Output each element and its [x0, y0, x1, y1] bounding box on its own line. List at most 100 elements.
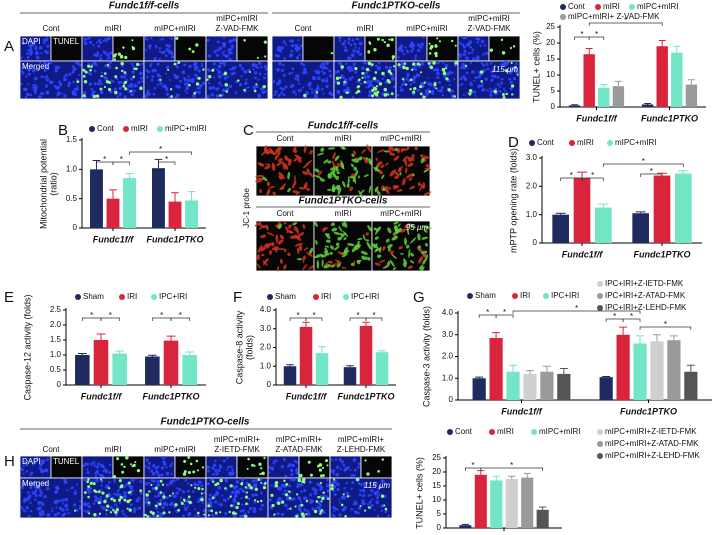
nucleus — [36, 507, 40, 511]
nucleus — [169, 479, 174, 484]
nucleus — [310, 88, 314, 91]
bar — [612, 86, 625, 107]
nucleus — [33, 76, 38, 81]
nucleus — [44, 481, 48, 484]
error-bar — [125, 172, 134, 179]
cell — [393, 155, 400, 161]
cell — [383, 150, 390, 153]
cell — [294, 234, 302, 241]
nucleus — [92, 502, 96, 506]
tunel-spot — [317, 464, 320, 468]
tunel-spot — [397, 63, 401, 67]
bar — [568, 105, 581, 107]
condition-label: Cont — [43, 24, 61, 33]
error-bar — [362, 321, 370, 326]
nucleus — [476, 55, 480, 60]
nucleus — [295, 74, 299, 78]
nucleus — [290, 472, 294, 476]
nucleus — [170, 55, 175, 59]
nucleus — [156, 479, 159, 483]
nucleus — [169, 503, 173, 507]
tunel-spot — [319, 481, 322, 485]
nucleus — [165, 471, 170, 476]
nucleus — [367, 494, 371, 497]
nucleus — [441, 94, 445, 97]
legend-marker — [529, 140, 535, 146]
cell — [271, 162, 276, 172]
nucleus — [272, 80, 276, 84]
tunel-spot — [235, 505, 239, 510]
nucleus — [71, 70, 75, 74]
nucleus — [290, 468, 294, 472]
y-tick-label: 2.0 — [260, 343, 272, 352]
nucleus — [336, 465, 339, 469]
x-tick-label: Fundc1PTKO — [641, 113, 698, 123]
nucleus — [309, 493, 313, 497]
nucleus — [426, 77, 429, 80]
nucleus — [139, 71, 143, 75]
tunel-spot — [200, 492, 203, 495]
tunel-spot — [237, 79, 240, 82]
tunel-spot — [354, 67, 358, 71]
cell — [338, 225, 343, 233]
tunel-spot — [113, 475, 116, 478]
nucleus — [46, 458, 50, 462]
nucleus — [158, 515, 161, 518]
tunel-spot — [438, 40, 442, 43]
nucleus — [469, 82, 474, 87]
tunel-spot — [370, 63, 374, 66]
tunel-spot — [192, 470, 196, 474]
nucleus — [194, 508, 197, 511]
nucleus — [217, 87, 220, 90]
cell — [272, 191, 276, 196]
significance-star: * — [90, 311, 93, 320]
tunel-spot — [270, 493, 274, 497]
nucleus — [118, 86, 122, 89]
nucleus — [319, 504, 322, 507]
nucleus — [35, 485, 40, 490]
nucleus — [217, 485, 222, 490]
cell — [351, 158, 359, 163]
nucleus — [222, 42, 226, 46]
nucleus — [248, 506, 253, 511]
nucleus — [221, 494, 224, 497]
x-tick-label: Fundc1f/f — [562, 249, 603, 259]
cell — [394, 175, 400, 179]
nucleus — [55, 506, 58, 509]
cell — [303, 181, 308, 188]
significance-bracket — [112, 161, 130, 165]
cell — [351, 153, 355, 157]
nucleus — [228, 57, 232, 61]
nucleus — [184, 478, 188, 482]
nucleus — [283, 489, 287, 493]
nucleus — [277, 81, 280, 85]
nucleus — [383, 482, 387, 485]
panel-letter: G — [413, 289, 425, 306]
nucleus — [500, 81, 504, 85]
tunel-spot — [294, 505, 297, 508]
nucleus — [64, 497, 69, 502]
cell — [278, 175, 282, 181]
significance-star: * — [103, 155, 106, 164]
nucleus — [95, 41, 99, 44]
tunel-spot — [109, 511, 113, 514]
nucleus — [407, 79, 411, 83]
nucleus — [97, 44, 101, 48]
tunel-spot — [359, 504, 362, 508]
legend-marker — [267, 294, 273, 300]
nucleus — [198, 499, 201, 503]
nucleus — [348, 68, 352, 73]
cell — [315, 240, 318, 245]
cell — [353, 177, 357, 184]
legend-label: mIPC+mIRI+ Z-VAD-FMK — [568, 12, 660, 21]
micrograph — [329, 455, 362, 479]
nucleus — [220, 84, 224, 87]
nucleus — [294, 77, 297, 80]
nucleus — [496, 76, 500, 79]
cell — [365, 239, 370, 242]
tunel-spot — [203, 513, 206, 516]
nucleus — [300, 88, 303, 91]
nucleus — [285, 497, 289, 501]
nucleus — [425, 94, 428, 98]
cell — [354, 244, 360, 248]
